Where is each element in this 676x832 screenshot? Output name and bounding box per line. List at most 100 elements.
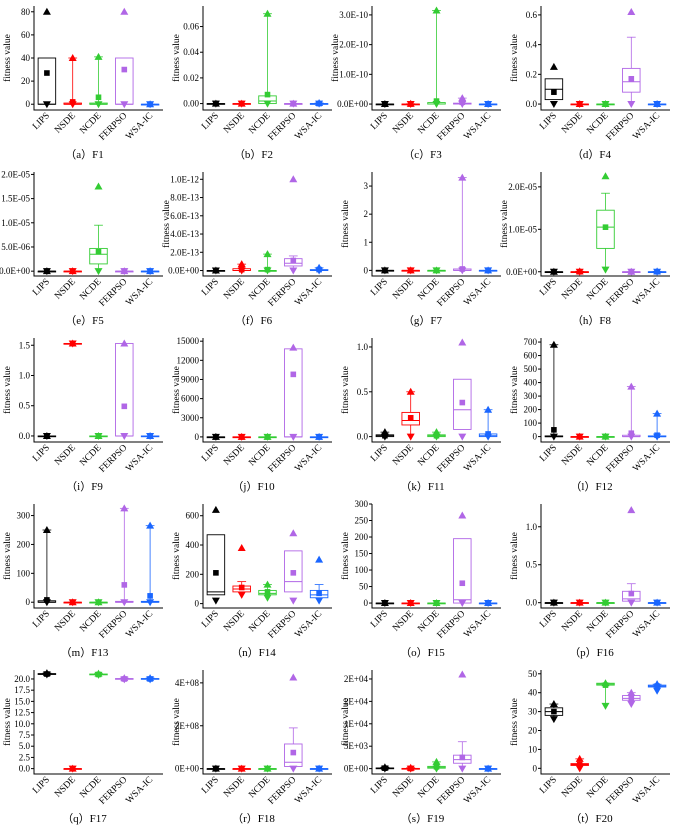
max-marker — [211, 505, 220, 513]
mean-marker — [121, 66, 128, 73]
box-wsa-ic — [140, 674, 160, 684]
chart-panel-f8: 0.0E+00 1.0E-05 2.0E-05 fitness value LIPS NS… — [499, 166, 676, 332]
box-lips — [206, 764, 226, 773]
max-marker — [549, 62, 558, 70]
y-tick-label: 4.0E-13 — [170, 229, 199, 239]
max-marker — [120, 7, 129, 15]
mean-marker — [213, 765, 219, 772]
max-marker — [627, 688, 636, 696]
box-ncde — [89, 52, 108, 109]
panel-caption: （j）F10 — [232, 481, 275, 493]
y-tick-label: 20 — [21, 76, 31, 86]
mean-marker — [95, 94, 102, 101]
axis-lines — [33, 338, 163, 443]
y-tick-label: 5E+03 — [344, 741, 369, 751]
box-nsde — [63, 598, 82, 607]
mean-marker — [121, 676, 128, 682]
x-category-label: LIPS — [538, 277, 559, 298]
max-marker — [263, 580, 272, 588]
y-tick-label: 7.5 — [19, 730, 31, 740]
mean-marker — [407, 267, 414, 274]
chart-svg: 0.0E+00 2.0E-13 4.0E-13 6.0E-13 8.0E-13 1.0E-… — [161, 172, 332, 309]
mean-marker — [433, 432, 440, 439]
y-tick-label: 10.0 — [14, 719, 30, 729]
box-ncde — [427, 266, 446, 275]
mean-marker — [69, 99, 76, 105]
y-tick-label: 400 — [186, 540, 200, 550]
max-marker — [237, 543, 246, 551]
box-nsde — [401, 387, 420, 441]
mean-marker — [264, 266, 271, 273]
iqr-box — [284, 550, 303, 593]
panel-caption: （c）F3 — [403, 149, 442, 161]
y-tick-label: 3000 — [181, 413, 200, 423]
y-tick-label: 600 — [186, 511, 200, 521]
box-ncde — [427, 599, 446, 608]
box-wsa-ic — [478, 764, 498, 773]
box-ncde — [596, 100, 615, 109]
mean-marker — [628, 590, 635, 597]
iqr-box — [401, 411, 420, 426]
chart-panel-f4: 0.0 0.2 0.4 0.6 fitness value LIPS NSDE NCDE FER… — [507, 0, 676, 166]
y-tick-label: 300 — [524, 391, 538, 401]
x-category-label: LIPS — [200, 775, 221, 796]
min-marker — [549, 716, 558, 724]
y-tick-label: 0.04 — [183, 47, 199, 57]
panel-caption: （h）F8 — [571, 315, 612, 327]
panel-caption: （r）F18 — [232, 813, 275, 825]
axis-lines — [33, 172, 163, 277]
max-marker — [458, 173, 467, 181]
y-axis-label: fitness value — [161, 200, 172, 248]
mean-marker — [238, 765, 245, 772]
box-wsa-ic — [647, 100, 667, 109]
mean-marker — [264, 589, 271, 595]
x-category-label: WSA-IC — [124, 443, 155, 474]
iqr-box — [206, 534, 226, 596]
box-ncde — [427, 6, 446, 109]
x-category-label: LIPS — [200, 111, 221, 132]
mean-marker — [551, 599, 557, 606]
y-tick-label: 0 — [26, 597, 31, 607]
mean-marker — [213, 570, 219, 576]
box-nsde — [570, 754, 589, 773]
iqr-box — [622, 67, 641, 93]
box-wsa-ic — [309, 764, 329, 773]
axis-lines — [371, 6, 501, 111]
axis-lines — [540, 6, 670, 111]
y-tick-label: 200 — [17, 539, 31, 549]
box-wsa-ic — [647, 267, 667, 276]
box-ferpso — [284, 343, 303, 441]
x-category-label: LIPS — [538, 609, 559, 630]
x-category-label: FERPSO — [605, 111, 637, 143]
y-axis-label: fitness value — [2, 366, 13, 414]
y-tick-label: 17.5 — [14, 685, 30, 695]
y-tick-label: 0.5 — [19, 401, 31, 411]
min-marker — [211, 597, 220, 605]
box-ncde — [427, 428, 446, 441]
box-ferpso — [284, 673, 303, 773]
iqr-box — [596, 209, 615, 249]
mean-marker — [459, 99, 466, 106]
y-axis-label: fitness value — [2, 698, 13, 746]
y-tick-label: 1.0 — [19, 370, 31, 380]
box-wsa-ic — [647, 598, 667, 607]
chart-panel-f18: 0E+00 2E+08 4E+08 fitness value LIPS NSDE NCDE… — [169, 664, 338, 830]
min-marker — [94, 268, 103, 276]
mean-marker — [407, 414, 414, 421]
box-nsde — [63, 54, 82, 109]
y-axis-label: fitness value — [509, 34, 520, 82]
iqr-box — [453, 538, 472, 604]
y-tick-label: 1 — [364, 237, 369, 247]
iqr-box — [115, 342, 134, 437]
mean-marker — [654, 683, 660, 689]
y-axis-label: fitness value — [2, 34, 13, 82]
iqr-box — [284, 348, 303, 438]
min-marker — [458, 433, 467, 441]
box-ncde — [596, 679, 615, 710]
y-tick-label: 100 — [17, 568, 31, 578]
x-category-label: NSDE — [222, 609, 247, 634]
